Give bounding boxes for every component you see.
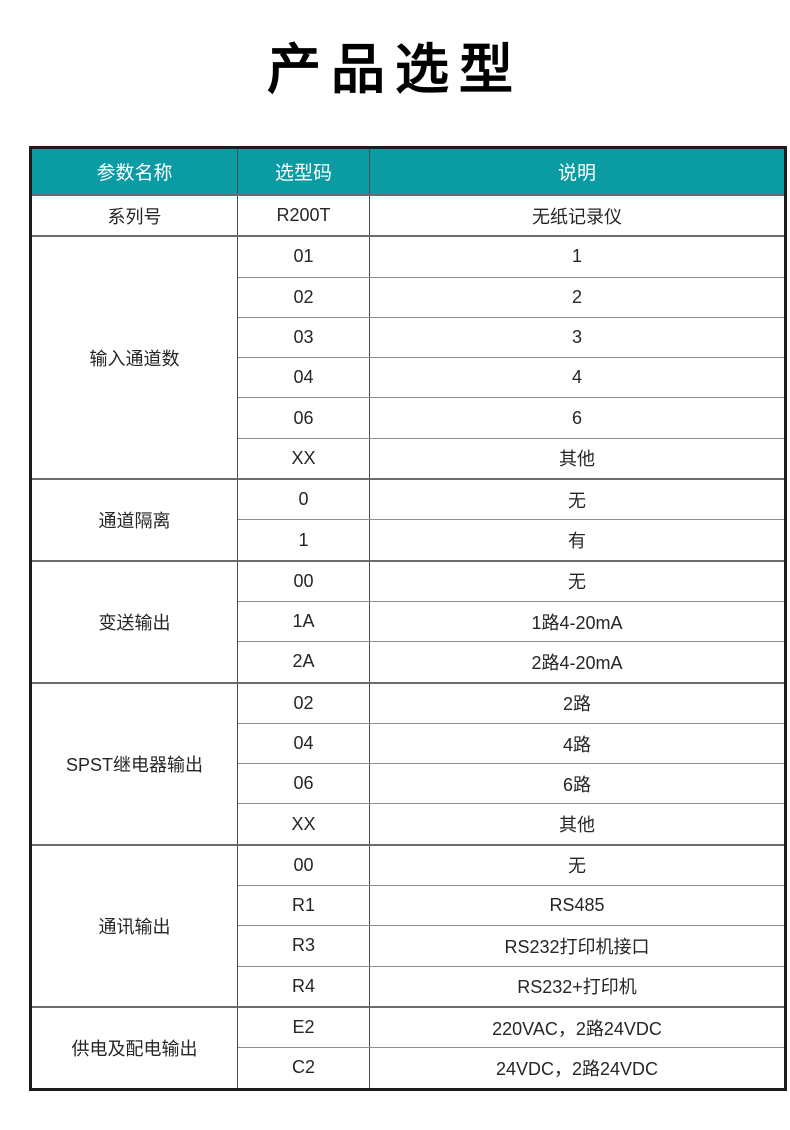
- selection-code-cell: XX: [237, 437, 370, 480]
- param-name-cell: 通讯输出: [30, 843, 238, 1008]
- table-row: 变送输出 00 无: [30, 559, 786, 684]
- selection-code-cell: 04: [237, 357, 370, 399]
- selection-code-cell: 02: [237, 276, 370, 318]
- product-selection-table: 参数名称 选型码 说明 系列号 R200T 无纸记录仪 输入通道数 01 1 02 2 03 3 0…: [29, 146, 787, 1091]
- table-row: C2 24VDC，2路24VDC: [31, 1047, 786, 1090]
- selection-code-cell: 00: [237, 843, 370, 887]
- description-cell: 其他: [369, 437, 786, 480]
- header-cell-param-name: 参数名称: [30, 147, 238, 196]
- selection-code-cell: 04: [237, 722, 370, 765]
- param-name-cell: 变送输出: [30, 559, 238, 684]
- description-cell: 1: [369, 235, 786, 278]
- param-name-cell: 系列号: [30, 193, 238, 237]
- selection-code-cell: XX: [237, 803, 370, 846]
- selection-code-cell: R3: [237, 925, 370, 967]
- selection-code-cell: 01: [237, 235, 370, 278]
- table-row: R3 RS232打印机接口: [31, 925, 786, 967]
- selection-code-cell: E2: [237, 1005, 370, 1049]
- description-cell: 4路: [369, 722, 786, 765]
- table-row: SPST继电器输出 02 2路: [30, 681, 786, 846]
- description-cell: 4: [369, 357, 786, 399]
- table-body: 系列号 R200T 无纸记录仪 输入通道数 01 1 02 2 03 3 04 4 06 6 XX 其他 通道隔…: [30, 193, 786, 1090]
- description-cell: 24VDC，2路24VDC: [369, 1047, 786, 1090]
- table-row: 系列号 R200T 无纸记录仪: [30, 193, 786, 237]
- description-cell: RS232+打印机: [369, 965, 786, 1008]
- selection-code-cell: 2A: [237, 641, 370, 684]
- description-cell: 220VAC，2路24VDC: [369, 1005, 786, 1049]
- table-header-row: 参数名称 选型码 说明: [30, 147, 786, 196]
- description-cell: 2路4-20mA: [369, 641, 786, 684]
- description-cell: 其他: [369, 803, 786, 846]
- selection-code-cell: 00: [237, 559, 370, 602]
- table-row: 06 6: [31, 397, 786, 439]
- table-row: 供电及配电输出 E2 220VAC，2路24VDC: [30, 1005, 786, 1090]
- table-row: 输入通道数 01 1: [30, 235, 786, 480]
- description-cell: 6路: [369, 763, 786, 805]
- selection-code-cell: 02: [237, 681, 370, 724]
- description-cell: 1路4-20mA: [369, 600, 786, 643]
- table-row: 02 2: [31, 276, 786, 318]
- description-cell: 2: [369, 276, 786, 318]
- table-row: XX 其他: [31, 803, 786, 846]
- table-row: 04 4: [31, 357, 786, 399]
- table-row: 04 4路: [31, 722, 786, 765]
- description-cell: 无: [369, 843, 786, 887]
- description-cell: 无: [369, 478, 786, 521]
- table-row: R1 RS485: [31, 885, 786, 927]
- selection-code-cell: 0: [237, 478, 370, 521]
- header-cell-description: 说明: [369, 147, 786, 196]
- param-name-cell: SPST继电器输出: [30, 681, 238, 846]
- selection-code-cell: R200T: [237, 193, 370, 237]
- table-header: 参数名称 选型码 说明: [30, 147, 786, 196]
- selection-code-cell: 1A: [237, 600, 370, 643]
- table-row: 通道隔离 0 无: [30, 478, 786, 562]
- table-row: 通讯输出 00 无: [30, 843, 786, 1008]
- page-title: 产品选型: [267, 40, 523, 100]
- selection-code-cell: C2: [237, 1047, 370, 1090]
- table-row: 1A 1路4-20mA: [31, 600, 786, 643]
- table-row: 06 6路: [31, 763, 786, 805]
- description-cell: RS485: [369, 885, 786, 927]
- description-cell: 有: [369, 519, 786, 562]
- description-cell: 无: [369, 559, 786, 602]
- description-cell: 3: [369, 316, 786, 359]
- description-cell: 无纸记录仪: [369, 193, 786, 237]
- selection-code-cell: 06: [237, 397, 370, 439]
- selection-code-cell: R1: [237, 885, 370, 927]
- selection-code-cell: 06: [237, 763, 370, 805]
- description-cell: 6: [369, 397, 786, 439]
- selection-code-cell: 03: [237, 316, 370, 359]
- param-name-cell: 输入通道数: [30, 235, 238, 480]
- description-cell: 2路: [369, 681, 786, 724]
- param-name-cell: 供电及配电输出: [30, 1005, 238, 1090]
- selection-code-cell: 1: [237, 519, 370, 562]
- description-cell: RS232打印机接口: [369, 925, 786, 967]
- table-row: R4 RS232+打印机: [31, 965, 786, 1008]
- header-cell-selection-code: 选型码: [237, 147, 370, 196]
- selection-code-cell: R4: [237, 965, 370, 1008]
- param-name-cell: 通道隔离: [30, 478, 238, 562]
